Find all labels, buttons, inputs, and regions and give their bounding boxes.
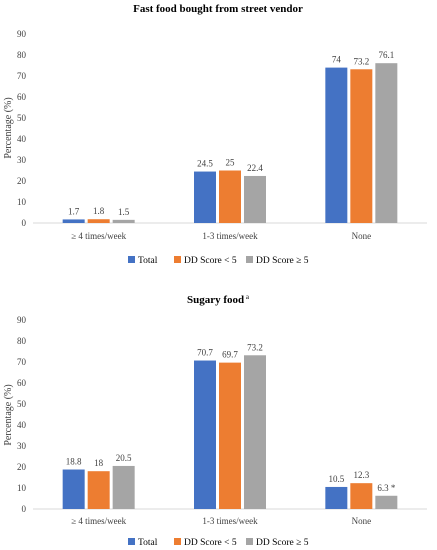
bar-data-label: 10.5 [328, 474, 344, 484]
y-tick-label: 70 [17, 71, 27, 81]
bar [112, 219, 135, 223]
bar [62, 219, 85, 223]
bar [87, 219, 110, 223]
bar [219, 170, 241, 223]
bar-data-label: 1.8 [93, 206, 105, 216]
y-tick-label: 60 [17, 92, 27, 102]
y-tick-label: 80 [17, 336, 27, 346]
y-tick-label: 20 [17, 462, 27, 472]
x-category-label: None [352, 231, 372, 241]
bar-data-label: 1.5 [118, 207, 130, 217]
y-tick-label: 70 [17, 357, 27, 367]
bar [62, 469, 85, 509]
y-axis-label: Percentage (%) [3, 384, 14, 445]
bar [244, 355, 266, 509]
bar-data-label: 12.3 [353, 470, 369, 480]
bar [375, 63, 398, 223]
y-tick-label: 80 [17, 50, 27, 60]
bar [112, 465, 135, 509]
legend-label: DD Score < 5 [184, 538, 237, 548]
legend-label: DD Score ≥ 5 [256, 538, 309, 548]
x-category-label: None [352, 516, 372, 526]
y-tick-label: 10 [17, 483, 27, 493]
bar [194, 171, 216, 223]
bar-data-label: 18 [94, 458, 104, 468]
bar [350, 483, 373, 509]
y-tick-label: 0 [22, 504, 27, 514]
legend-label: DD Score < 5 [184, 256, 237, 266]
bar-data-label: 76.1 [378, 50, 394, 60]
bar [87, 471, 110, 509]
legend-swatch [128, 538, 135, 545]
y-tick-label: 20 [17, 176, 27, 186]
x-category-label: ≥ 4 times/week [71, 516, 126, 526]
y-tick-label: 30 [17, 441, 27, 451]
y-tick-label: 30 [17, 155, 27, 165]
bar-data-label: 20.5 [116, 453, 132, 463]
y-tick-label: 50 [17, 399, 27, 409]
legend-label: DD Score ≥ 5 [256, 256, 309, 266]
y-tick-label: 0 [22, 218, 27, 228]
chart-title: Sugary food a [187, 293, 250, 306]
y-tick-label: 50 [17, 113, 27, 123]
bar [219, 362, 241, 509]
bar [244, 175, 266, 223]
x-category-label: ≥ 4 times/week [71, 231, 126, 241]
x-category-label: 1-3 times/week [202, 231, 258, 241]
x-category-label: 1-3 times/week [202, 516, 258, 526]
y-tick-label: 90 [17, 29, 27, 39]
legend-swatch [174, 256, 181, 263]
bar [325, 67, 348, 223]
y-tick-label: 40 [17, 134, 27, 144]
chart-1: Fast food bought from street vendor Perce… [3, 3, 427, 266]
legend-swatch [174, 538, 181, 545]
legend-swatch [246, 538, 253, 545]
bar-data-label: 22.4 [247, 163, 263, 173]
bar-data-label: 1.7 [68, 206, 80, 216]
chart-title-superscript: a [244, 293, 250, 301]
chart-title-text: Fast food bought from street vendor [133, 3, 303, 15]
legend-swatch [246, 256, 253, 263]
y-tick-label: 10 [17, 197, 27, 207]
y-tick-label: 60 [17, 378, 27, 388]
y-axis-label: Percentage (%) [3, 97, 14, 158]
chart-title-text: Sugary food [187, 294, 244, 306]
bar-data-label: 73.2 [247, 342, 263, 352]
chart-2: Sugary food a Percentage (%) 0 10 20 30 40 50 60… [3, 293, 427, 548]
bar-data-label: 69.7 [222, 350, 238, 360]
bar-data-label: 18.8 [66, 457, 82, 467]
y-tick-label: 40 [17, 420, 27, 430]
bar-data-label: 25 [226, 158, 236, 168]
legend-label: Total [138, 538, 158, 548]
bar [375, 495, 398, 509]
bar-data-label: 74 [332, 55, 342, 65]
bar-data-label: 6.3 * [377, 483, 396, 493]
chart-title: Fast food bought from street vendor [133, 3, 303, 15]
bar-data-label: 70.7 [197, 348, 213, 358]
y-tick-label: 90 [17, 315, 27, 325]
bar-data-label: 73.2 [353, 56, 369, 66]
bar [350, 69, 373, 223]
legend-label: Total [138, 256, 158, 266]
legend-swatch [128, 256, 135, 263]
bar [194, 360, 216, 509]
bar [325, 486, 348, 509]
bar-data-label: 24.5 [197, 159, 213, 169]
